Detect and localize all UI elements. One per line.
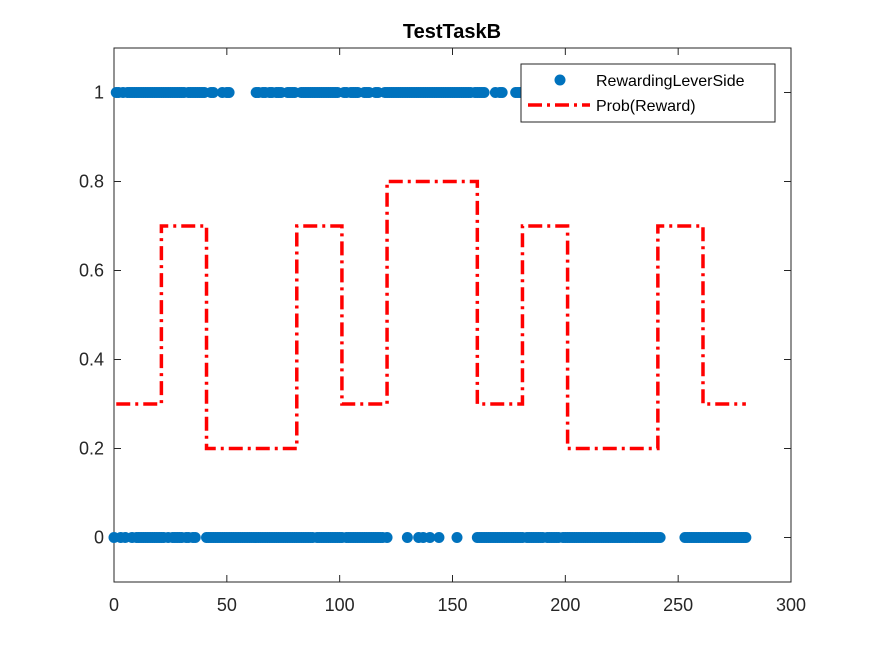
prob-reward-series — [116, 179, 746, 451]
prob-reward-line — [116, 179, 746, 451]
data-point — [496, 87, 508, 98]
data-point — [451, 532, 463, 543]
data-point — [424, 532, 436, 543]
legend-marker-rewarding-lever-side — [554, 74, 566, 86]
legend: RewardingLeverSide Prob(Reward) — [520, 63, 776, 123]
x-tick-label: 100 — [325, 595, 355, 615]
plot-area — [113, 47, 792, 583]
data-point — [207, 87, 219, 98]
x-tick-label: 50 — [217, 595, 237, 615]
y-tick-label: 0.6 — [79, 261, 104, 281]
data-point — [478, 87, 490, 98]
data-point — [401, 532, 413, 543]
legend-label-rewarding-lever-side: RewardingLeverSide — [596, 73, 745, 90]
y-tick-label: 0.2 — [79, 439, 104, 459]
x-axis: 0 50 100 150 200 250 300 — [109, 48, 806, 615]
y-tick-label: 0 — [94, 528, 104, 548]
y-tick-label: 0.4 — [79, 350, 104, 370]
data-point — [433, 532, 445, 543]
x-tick-label: 150 — [437, 595, 467, 615]
data-point — [654, 532, 666, 543]
x-tick-label: 200 — [550, 595, 580, 615]
x-tick-label: 250 — [663, 595, 693, 615]
y-tick-label: 1 — [94, 83, 104, 103]
data-point — [740, 532, 752, 543]
legend-label-prob-reward: Prob(Reward) — [596, 98, 696, 115]
data-point — [381, 532, 393, 543]
y-tick-label: 0.8 — [79, 172, 104, 192]
x-tick-label: 300 — [776, 595, 806, 615]
y-axis: 0 0.2 0.4 0.6 0.8 1 — [79, 83, 791, 548]
legend-box — [520, 63, 776, 123]
chart-title: TestTaskB — [403, 21, 501, 43]
data-point — [189, 532, 201, 543]
data-point — [223, 87, 235, 98]
x-tick-label: 0 — [109, 595, 119, 615]
